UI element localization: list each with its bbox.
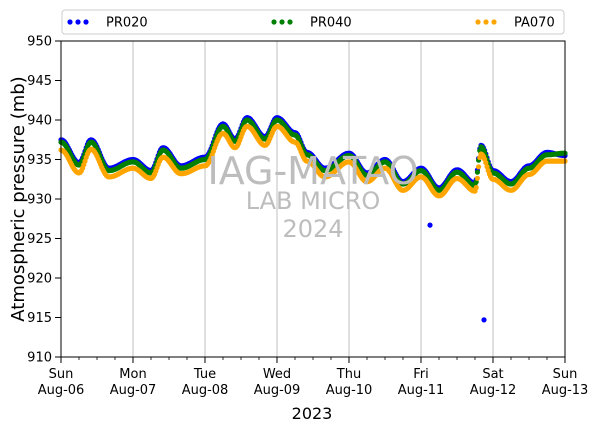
y-tick-label: 950 xyxy=(27,35,52,50)
legend-marker xyxy=(83,19,89,25)
legend-label: PR040 xyxy=(310,16,352,31)
y-tick-label: 945 xyxy=(27,74,52,89)
y-tick-label: 920 xyxy=(27,272,52,287)
watermark-line-2: LAB MICRO xyxy=(246,187,381,215)
legend-item-pr020: PR020 xyxy=(67,16,148,31)
x-axis-title: 2023 xyxy=(292,404,333,423)
legend-item-pr040: PR040 xyxy=(271,16,352,31)
y-tick-label: 915 xyxy=(27,311,52,326)
y-tick-label: 935 xyxy=(27,153,52,168)
y-tick-label: 940 xyxy=(27,114,52,129)
data-point xyxy=(473,185,479,191)
y-axis: 910 915 920 925 930 935 940 945 950 xyxy=(27,35,61,366)
y-tick-label: 925 xyxy=(27,232,52,247)
x-tick-day: Tue xyxy=(193,367,216,382)
x-tick-date: Aug-07 xyxy=(110,383,157,398)
y-tick-label: 910 xyxy=(27,351,52,366)
legend-marker xyxy=(271,19,277,25)
grid-lines xyxy=(132,41,494,357)
x-tick-day: Sun xyxy=(49,367,74,382)
x-tick-day: Wed xyxy=(263,367,291,382)
x-tick-day: Sun xyxy=(553,367,578,382)
data-point xyxy=(476,164,482,170)
outlier-point xyxy=(481,317,487,323)
y-axis-title: Atmospheric pressure (mb) xyxy=(8,76,29,321)
legend-item-pa070: PA070 xyxy=(475,16,555,31)
watermark-line-1: IAG-MATAO xyxy=(207,149,418,193)
x-axis: SunAug-06MonAug-07TueAug-08WedAug-09ThuA… xyxy=(38,357,589,398)
legend-marker xyxy=(491,19,497,25)
outlier-point xyxy=(427,222,433,228)
legend-marker xyxy=(75,19,81,25)
watermark: IAG-MATAO LAB MICRO 2024 xyxy=(207,149,418,243)
x-tick-date: Aug-06 xyxy=(38,383,85,398)
x-tick-day: Thu xyxy=(336,367,361,382)
x-tick-date: Aug-11 xyxy=(398,383,445,398)
legend-marker xyxy=(483,19,489,25)
series-layer xyxy=(58,115,568,323)
y-tick-label: 930 xyxy=(27,193,52,208)
data-point xyxy=(484,164,490,170)
legend-box xyxy=(61,9,565,35)
x-tick-date: Aug-09 xyxy=(254,383,301,398)
watermark-line-3: 2024 xyxy=(282,215,343,243)
series-pa070 xyxy=(58,123,568,199)
legend: PR020 PR040 PA070 xyxy=(61,9,565,35)
legend-label: PA070 xyxy=(514,16,555,31)
legend-marker xyxy=(287,19,293,25)
x-tick-date: Aug-12 xyxy=(470,383,517,398)
legend-marker xyxy=(279,19,285,25)
x-tick-date: Aug-13 xyxy=(542,383,589,398)
legend-label: PR020 xyxy=(106,16,148,31)
x-tick-date: Aug-08 xyxy=(182,383,229,398)
legend-marker xyxy=(67,19,73,25)
legend-marker xyxy=(475,19,481,25)
x-tick-day: Mon xyxy=(119,367,146,382)
data-point xyxy=(474,175,480,181)
data-point xyxy=(483,160,489,166)
x-tick-day: Sat xyxy=(482,367,503,382)
data-point xyxy=(474,169,480,175)
x-tick-date: Aug-10 xyxy=(326,383,373,398)
x-tick-day: Fri xyxy=(413,367,429,382)
series-pr040 xyxy=(58,117,568,193)
